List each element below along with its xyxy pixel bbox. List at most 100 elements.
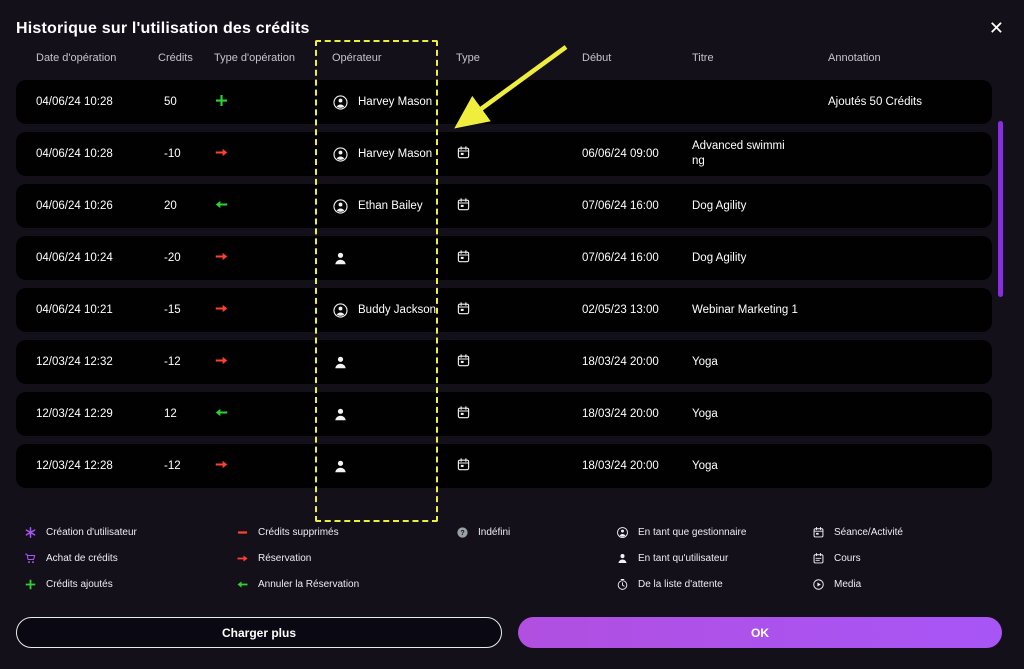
operator-name: Harvey Mason bbox=[358, 148, 433, 160]
legend: Création d'utilisateur Achat de crédits Cr… bbox=[0, 524, 1024, 604]
cell-operation-type bbox=[214, 249, 332, 267]
arrow-left-icon bbox=[236, 578, 249, 591]
cell-start: 06/06/24 09:00 bbox=[582, 148, 659, 160]
table-row: 04/06/24 10:28 -10 Harvey Mason 06/06/24… bbox=[16, 132, 992, 176]
calendar-icon bbox=[456, 353, 471, 368]
legend-item: En tant qu'utilisateur bbox=[616, 550, 746, 567]
cell-operator: Buddy Jackson bbox=[332, 302, 456, 319]
user-icon bbox=[332, 458, 349, 475]
arrow-right-icon bbox=[236, 552, 249, 565]
legend-label: Crédits supprimés bbox=[258, 527, 339, 538]
load-more-button[interactable]: Charger plus bbox=[16, 617, 502, 648]
user-icon bbox=[332, 250, 349, 267]
arrow-left-icon bbox=[214, 405, 229, 420]
user-icon bbox=[616, 552, 629, 565]
arrow-right-icon bbox=[214, 457, 229, 472]
session-title: Dog Agility bbox=[692, 199, 747, 212]
cell-operator bbox=[332, 354, 456, 371]
cell-start: 18/03/24 20:00 bbox=[582, 460, 659, 472]
cell-annotation: Ajoutés 50 Crédits bbox=[828, 96, 922, 108]
legend-label: Annuler la Réservation bbox=[258, 579, 360, 590]
calendar-icon bbox=[456, 457, 471, 472]
legend-label: De la liste d'attente bbox=[638, 579, 723, 590]
arrow-right-icon bbox=[214, 301, 229, 316]
cart-icon bbox=[24, 552, 37, 565]
header-title: Titre bbox=[692, 52, 714, 64]
cell-session-type bbox=[456, 249, 574, 267]
arrow-left-icon bbox=[214, 197, 229, 212]
cell-operator: Ethan Bailey bbox=[332, 198, 456, 215]
legend-label: Cours bbox=[834, 553, 861, 564]
session-title: Advanced swimming bbox=[692, 140, 785, 167]
manager-icon bbox=[332, 94, 349, 111]
calendar-icon bbox=[456, 301, 471, 316]
cell-title: Yoga bbox=[684, 459, 818, 474]
session-title: Webinar Marketing 1 bbox=[692, 303, 798, 316]
legend-item: Cours bbox=[812, 550, 903, 567]
close-icon[interactable]: ✕ bbox=[988, 18, 1004, 38]
cell-start: 07/06/24 16:00 bbox=[582, 252, 659, 264]
table-row: 04/06/24 10:28 50 Harvey Mason Ajoutés 5… bbox=[16, 80, 992, 124]
manager-icon bbox=[332, 302, 349, 319]
legend-item: En tant que gestionnaire bbox=[616, 524, 746, 541]
cell-operator bbox=[332, 458, 456, 475]
scrollbar-thumb[interactable] bbox=[998, 121, 1003, 297]
cell-date: 12/03/24 12:32 bbox=[36, 356, 113, 368]
table-row: 12/03/24 12:32 -12 18/03/24 20:00 Yoga bbox=[16, 340, 992, 384]
cell-operator: Harvey Mason bbox=[332, 94, 456, 111]
header-annotation: Annotation bbox=[828, 52, 881, 64]
cell-date: 04/06/24 10:24 bbox=[36, 252, 113, 264]
operator-name: Buddy Jackson bbox=[358, 304, 436, 316]
table-body: 04/06/24 10:28 50 Harvey Mason Ajoutés 5… bbox=[16, 80, 992, 488]
cell-credits: -20 bbox=[164, 252, 181, 264]
arrow-right-icon bbox=[214, 145, 229, 160]
cell-operator: Harvey Mason bbox=[332, 146, 456, 163]
legend-column: En tant que gestionnaire En tant qu'utili… bbox=[616, 524, 746, 593]
legend-column: Création d'utilisateur Achat de crédits Cr… bbox=[24, 524, 137, 593]
cell-session-type bbox=[456, 457, 574, 475]
arrow-right-icon bbox=[214, 249, 229, 264]
cell-date: 04/06/24 10:21 bbox=[36, 304, 113, 316]
cell-title bbox=[684, 96, 818, 108]
cell-credits: 12 bbox=[164, 408, 177, 420]
legend-label: Réservation bbox=[258, 553, 312, 564]
cell-date: 04/06/24 10:28 bbox=[36, 148, 113, 160]
table-row: 04/06/24 10:26 20 Ethan Bailey 07/06/24 … bbox=[16, 184, 992, 228]
cell-title: Yoga bbox=[684, 407, 818, 422]
legend-item: Media bbox=[812, 576, 903, 593]
legend-label: Indéfini bbox=[478, 527, 511, 538]
legend-label: En tant que gestionnaire bbox=[638, 527, 747, 538]
session-title: Yoga bbox=[692, 459, 718, 472]
session-title: Yoga bbox=[692, 355, 718, 368]
legend-column: Indéfini bbox=[456, 524, 510, 541]
cell-title: Yoga bbox=[684, 355, 818, 370]
cell-title: Webinar Marketing 1 bbox=[684, 303, 818, 318]
header-operator: Opérateur bbox=[332, 52, 382, 64]
manager-icon bbox=[332, 198, 349, 215]
calendar-icon bbox=[456, 249, 471, 264]
cell-start: 18/03/24 20:00 bbox=[582, 408, 659, 420]
header-credits: Crédits bbox=[158, 52, 193, 64]
user-star-icon bbox=[24, 526, 37, 539]
table-row: 04/06/24 10:24 -20 07/06/24 16:00 Dog Ag… bbox=[16, 236, 992, 280]
legend-item: Crédits supprimés bbox=[236, 524, 359, 541]
ok-button[interactable]: OK bbox=[518, 617, 1002, 648]
legend-label: En tant qu'utilisateur bbox=[638, 553, 729, 564]
calendar-icon bbox=[456, 197, 471, 212]
calendar-icon bbox=[812, 526, 825, 539]
cell-operation-type bbox=[214, 93, 332, 111]
operator-name: Ethan Bailey bbox=[358, 200, 423, 212]
cell-operator bbox=[332, 406, 456, 423]
header-date: Date d'opération bbox=[36, 52, 117, 64]
calendar-icon bbox=[456, 405, 471, 420]
legend-item: Séance/Activité bbox=[812, 524, 903, 541]
cell-credits: -15 bbox=[164, 304, 181, 316]
cell-operation-type bbox=[214, 301, 332, 319]
cell-date: 12/03/24 12:28 bbox=[36, 460, 113, 472]
cell-session-type bbox=[456, 353, 574, 371]
cell-title: Advanced swimming bbox=[684, 139, 818, 169]
cell-date: 12/03/24 12:29 bbox=[36, 408, 113, 420]
cell-operation-type bbox=[214, 197, 332, 215]
manager-icon bbox=[616, 526, 629, 539]
legend-column: Crédits supprimés Réservation Annuler la R… bbox=[236, 524, 359, 593]
